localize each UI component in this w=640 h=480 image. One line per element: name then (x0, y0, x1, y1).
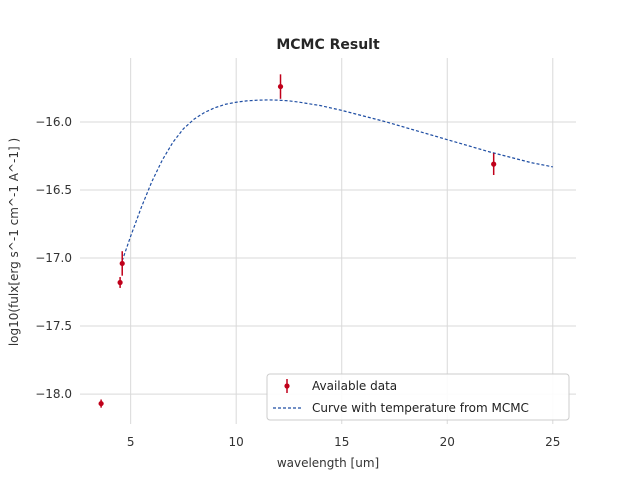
data-marker (119, 260, 125, 267)
legend-marker-swatch (284, 383, 290, 389)
data-point (117, 277, 123, 288)
legend-box (266, 373, 570, 421)
x-tick-label: 25 (545, 435, 560, 449)
y-axis-label: log10(fulx[erg s^-1 cm^-1 A^-1] ) (7, 138, 21, 346)
y-tick-labels: −18.0 −17.5 −17.0 −16.5 −16.0 (35, 115, 72, 401)
y-tick-label: −17.0 (35, 251, 72, 265)
x-tick-label: 15 (334, 435, 349, 449)
mcmc-curve-line (121, 99, 553, 261)
x-tick-label: 5 (127, 435, 135, 449)
data-marker (98, 400, 104, 407)
x-tick-label: 10 (229, 435, 244, 449)
data-point (277, 74, 284, 99)
x-tick-label: 20 (440, 435, 455, 449)
x-axis-label: wavelength [um] (277, 456, 379, 470)
curve-series (121, 99, 553, 261)
x-tick-labels: 5 10 15 20 25 (127, 435, 561, 449)
data-point (98, 399, 104, 408)
data-point (491, 153, 497, 176)
y-tick-label: −16.5 (35, 183, 72, 197)
data-point (119, 251, 125, 276)
y-tick-label: −16.0 (35, 115, 72, 129)
legend-label-data: Available data (312, 379, 397, 393)
data-marker (491, 161, 497, 167)
data-points-series (98, 74, 497, 408)
legend-entry-data: Available data (284, 379, 397, 393)
y-tick-label: −18.0 (35, 387, 72, 401)
legend-label-curve: Curve with temperature from MCMC (312, 401, 529, 415)
legend: Available data Curve with temperature fr… (266, 373, 570, 421)
chart-title: MCMC Result (276, 37, 380, 53)
legend-entry-curve: Curve with temperature from MCMC (273, 401, 529, 415)
y-tick-label: −17.5 (35, 319, 72, 333)
data-marker (277, 83, 284, 90)
data-marker (117, 279, 123, 286)
